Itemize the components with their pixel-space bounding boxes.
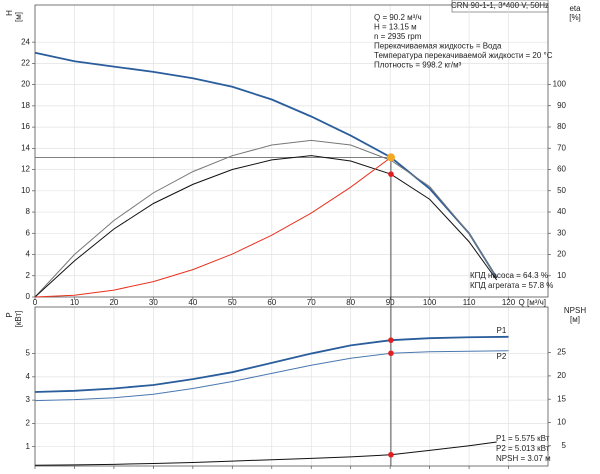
y-tick-label: 5 <box>26 349 31 358</box>
annotation: Перекачиваемая жидкость = Вода <box>374 42 502 51</box>
y-tick-label: 16 <box>21 122 30 131</box>
x-tick-label: 80 <box>346 298 355 307</box>
efficiency-label: КПД агрегата = 57.8 % <box>470 281 553 290</box>
y2-tick-label: 90 <box>557 101 566 110</box>
series-label: P1 <box>497 326 507 335</box>
y2-tick-label: 70 <box>557 143 566 152</box>
duty-point <box>388 337 394 343</box>
y-axis-unit: [м] <box>14 12 23 22</box>
y2-tick-label: 50 <box>557 186 566 195</box>
y-tick-label: 0 <box>26 292 31 301</box>
series-line <box>34 139 498 298</box>
series-line <box>34 51 498 279</box>
series-label: P2 <box>497 352 507 361</box>
y-axis-label: P <box>5 312 14 317</box>
y-axis-label: H <box>5 10 14 16</box>
x-tick-label: 40 <box>188 298 197 307</box>
y2-tick-label: 20 <box>557 250 566 259</box>
x-tick-label: 120 <box>502 298 516 307</box>
annotation: n = 2935 rpm <box>374 32 422 41</box>
y-axis-unit: [кВт] <box>14 311 23 328</box>
y2-tick-label: 60 <box>557 165 566 174</box>
x-tick-label: 60 <box>267 298 276 307</box>
x-tick-label: 90 <box>386 298 395 307</box>
y2-tick-label: 10 <box>557 271 566 280</box>
y-tick-label: 14 <box>21 143 30 152</box>
duty-point <box>386 153 395 162</box>
y2-tick-label: 5 <box>562 441 567 450</box>
y2-axis-unit: [м] <box>570 315 580 324</box>
series-line <box>34 441 497 466</box>
duty-point <box>388 451 394 458</box>
y2-tick-label: 80 <box>557 122 566 131</box>
x-tick-label: 50 <box>228 298 237 307</box>
x-tick-label: 10 <box>70 298 79 307</box>
chart-title: CRN 90-1-1, 3*400 V, 50Hz <box>451 1 549 10</box>
series-line <box>34 335 509 393</box>
y-tick-label: 2 <box>26 271 31 280</box>
y2-tick-label: 30 <box>557 228 566 237</box>
series-line <box>34 155 498 298</box>
duty-point <box>388 171 394 177</box>
y2-tick-label: 100 <box>553 80 567 89</box>
y-tick-label: 1 <box>26 442 31 451</box>
annotation: Q = 90.2 м³/ч <box>374 13 422 22</box>
y-tick-label: 4 <box>26 250 31 259</box>
series-line <box>34 350 509 402</box>
plot-frame <box>34 306 549 467</box>
y2-tick-label: 10 <box>557 418 566 427</box>
annotation: NPSH = 3.07 м <box>496 454 551 463</box>
y2-tick-label: 25 <box>557 348 566 357</box>
series-line <box>34 156 392 298</box>
annotation: P2 = 5.013 кВт <box>496 444 550 453</box>
y2-tick-label: 40 <box>557 207 566 216</box>
y2-tick-label: 15 <box>557 394 566 403</box>
y2-axis-unit: [%] <box>569 13 581 22</box>
y-tick-label: 2 <box>26 419 31 428</box>
y-tick-label: 22 <box>21 59 30 68</box>
y-tick-label: 24 <box>21 37 30 46</box>
plot-frame <box>34 4 549 298</box>
y-tick-label: 10 <box>21 186 30 195</box>
y-tick-label: 20 <box>21 80 30 89</box>
annotation: H = 13.15 м <box>374 23 417 32</box>
x-tick-label: 110 <box>463 298 476 307</box>
x-tick-label: 20 <box>109 298 118 307</box>
y-tick-label: 6 <box>26 228 31 237</box>
y2-axis-label: eta <box>569 4 581 13</box>
x-tick-label: 100 <box>423 298 437 307</box>
x-tick-label: 70 <box>307 298 316 307</box>
y-tick-label: 12 <box>21 165 30 174</box>
y-tick-label: 18 <box>21 101 30 110</box>
annotation: P1 = 5.575 кВт <box>496 434 550 443</box>
x-tick-label: 0 <box>33 298 38 307</box>
efficiency-label: КПД насоса = 64.3 % <box>470 271 548 280</box>
annotation: Плотность = 998.2 кг/м³ <box>374 61 462 70</box>
y2-axis-label: NPSH <box>564 306 586 315</box>
y-tick-label: 4 <box>26 372 31 381</box>
x-axis-label: Q [м³/ч] <box>519 298 546 307</box>
y2-tick-label: 20 <box>557 371 566 380</box>
x-tick-label: 30 <box>149 298 158 307</box>
duty-point <box>388 350 394 357</box>
y-tick-label: 8 <box>26 207 31 216</box>
y-tick-label: 3 <box>26 395 31 404</box>
annotation: Температура перекачиваемой жидкости = 20… <box>374 51 553 60</box>
